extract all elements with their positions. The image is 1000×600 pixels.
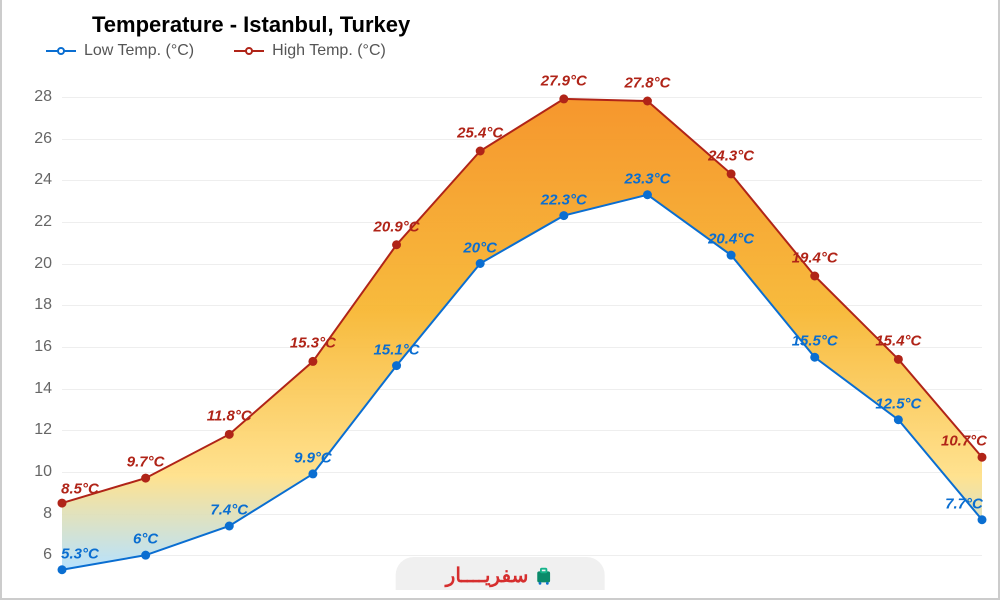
low-temp-label: 6°C bbox=[133, 531, 158, 548]
low-temp-marker bbox=[643, 190, 652, 199]
low-temp-marker bbox=[392, 361, 401, 370]
y-tick-label: 26 bbox=[34, 130, 52, 148]
low-temp-label: 23.3°C bbox=[624, 170, 670, 187]
low-temp-marker bbox=[225, 522, 234, 531]
high-temp-marker bbox=[476, 147, 485, 156]
low-temp-label: 9.9°C bbox=[294, 449, 332, 466]
high-temp-marker bbox=[727, 169, 736, 178]
y-tick-label: 22 bbox=[34, 213, 52, 231]
low-temp-marker bbox=[141, 551, 150, 560]
chart-plot bbox=[62, 76, 982, 576]
high-temp-marker bbox=[58, 499, 67, 508]
temperature-band bbox=[62, 99, 982, 570]
high-temp-marker bbox=[225, 430, 234, 439]
low-temp-marker bbox=[476, 259, 485, 268]
high-temp-marker bbox=[559, 94, 568, 103]
high-temp-label: 15.4°C bbox=[875, 333, 921, 350]
high-temp-label: 8.5°C bbox=[61, 481, 99, 498]
chart-container: Temperature - Istanbul, Turkey Low Temp.… bbox=[0, 0, 1000, 600]
legend-low: Low Temp. (°C) bbox=[46, 42, 194, 60]
y-tick-label: 10 bbox=[34, 463, 52, 481]
y-tick-label: 16 bbox=[34, 338, 52, 356]
high-temp-label: 15.3°C bbox=[290, 335, 336, 352]
low-temp-label: 12.5°C bbox=[875, 395, 921, 412]
y-tick-label: 20 bbox=[34, 255, 52, 273]
low-temp-marker bbox=[810, 353, 819, 362]
high-temp-marker bbox=[308, 357, 317, 366]
low-temp-marker bbox=[58, 565, 67, 574]
y-tick-label: 14 bbox=[34, 380, 52, 398]
y-tick-label: 24 bbox=[34, 171, 52, 189]
high-temp-marker bbox=[141, 474, 150, 483]
suitcase-icon bbox=[532, 565, 554, 587]
watermark-text: سفریــــار bbox=[446, 563, 529, 588]
legend-high-line bbox=[234, 50, 264, 52]
high-temp-marker bbox=[392, 240, 401, 249]
high-temp-marker bbox=[643, 97, 652, 106]
y-tick-label: 12 bbox=[34, 421, 52, 439]
y-tick-label: 18 bbox=[34, 296, 52, 314]
low-temp-marker bbox=[978, 515, 987, 524]
low-temp-marker bbox=[559, 211, 568, 220]
high-temp-label: 24.3°C bbox=[708, 147, 754, 164]
low-temp-label: 15.1°C bbox=[374, 341, 420, 358]
legend-high: High Temp. (°C) bbox=[234, 42, 386, 60]
high-temp-label: 11.8°C bbox=[207, 408, 252, 425]
high-temp-label: 27.8°C bbox=[624, 75, 670, 92]
low-temp-label: 7.7°C bbox=[945, 495, 983, 512]
high-temp-label: 27.9°C bbox=[541, 72, 587, 89]
legend-low-line bbox=[46, 50, 76, 52]
low-temp-label: 5.3°C bbox=[61, 545, 99, 562]
high-temp-label: 20.9°C bbox=[374, 218, 420, 235]
high-temp-label: 10.7°C bbox=[941, 433, 987, 450]
chart-title: Temperature - Istanbul, Turkey bbox=[92, 12, 410, 38]
legend-low-label: Low Temp. (°C) bbox=[84, 42, 194, 60]
high-temp-label: 9.7°C bbox=[127, 454, 165, 471]
low-temp-marker bbox=[727, 251, 736, 260]
y-tick-label: 6 bbox=[43, 546, 52, 564]
low-temp-label: 20°C bbox=[463, 239, 497, 256]
legend: Low Temp. (°C) High Temp. (°C) bbox=[46, 42, 386, 60]
high-temp-label: 19.4°C bbox=[792, 250, 838, 267]
high-temp-marker bbox=[978, 453, 987, 462]
low-temp-marker bbox=[894, 415, 903, 424]
high-temp-label: 25.4°C bbox=[457, 125, 503, 142]
y-tick-label: 8 bbox=[43, 505, 52, 523]
low-temp-marker bbox=[308, 469, 317, 478]
watermark: سفریــــار bbox=[396, 557, 605, 590]
low-temp-label: 15.5°C bbox=[792, 333, 838, 350]
legend-high-label: High Temp. (°C) bbox=[272, 42, 386, 60]
low-temp-label: 7.4°C bbox=[210, 502, 248, 519]
low-temp-label: 22.3°C bbox=[541, 191, 587, 208]
high-temp-marker bbox=[810, 272, 819, 281]
high-temp-marker bbox=[894, 355, 903, 364]
y-tick-label: 28 bbox=[34, 88, 52, 106]
low-temp-label: 20.4°C bbox=[708, 231, 754, 248]
